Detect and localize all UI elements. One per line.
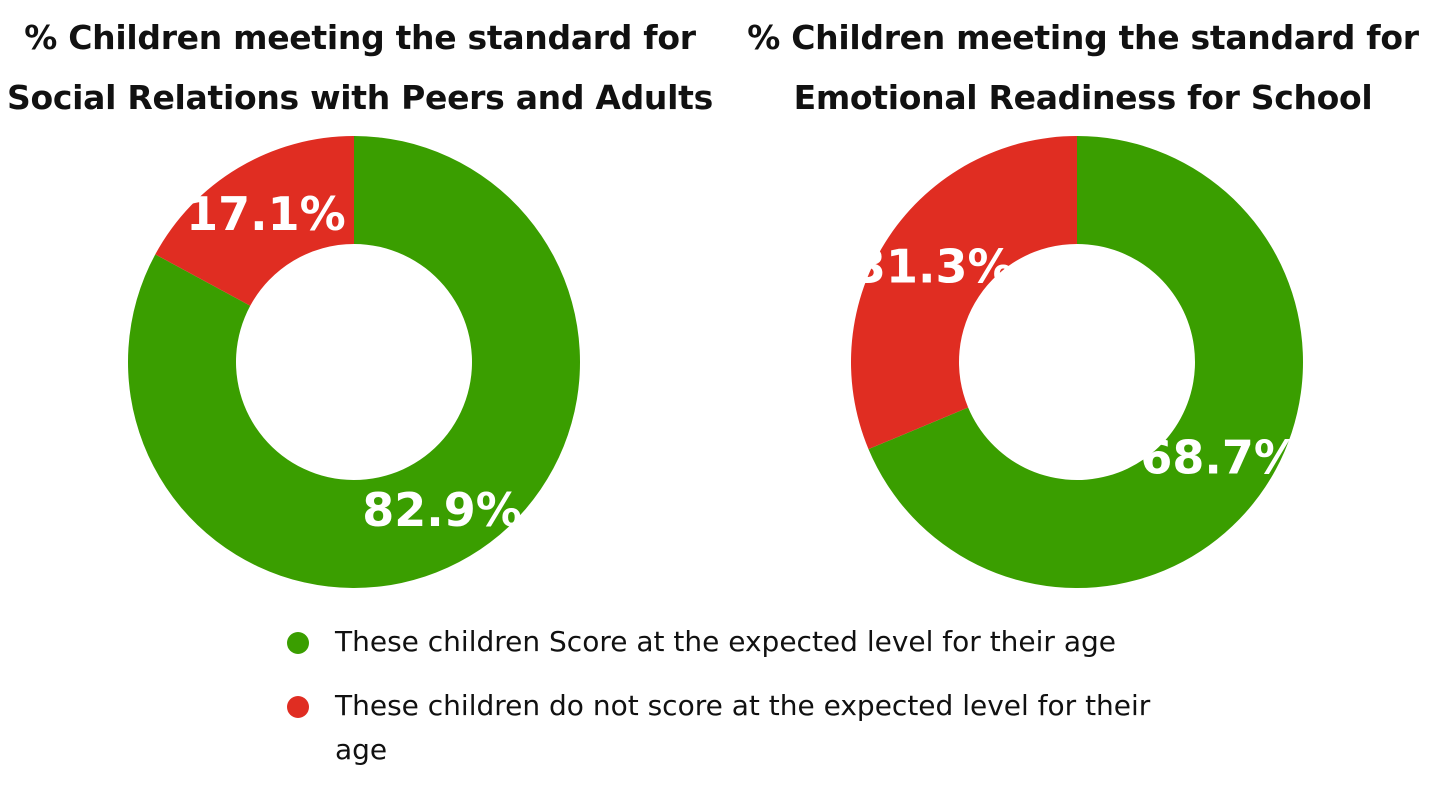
chart-title-line-1: % Children meeting the standard for [747,18,1419,57]
legend: These children Score at the expected lev… [285,620,1185,772]
donut-slice-not-meets [851,136,1077,450]
donut-slice-meets [868,136,1303,588]
legend-swatch-meets [287,632,309,654]
chart-social-relations: % Children meeting the standard for Soci… [0,0,720,600]
chart-title-line-2: Emotional Readiness for School [793,78,1373,117]
donut-slice-not-meets [155,136,354,306]
legend-item-not-meets: These children do not score at the expec… [285,684,1185,772]
slice-value-label: 17.1% [186,187,346,241]
legend-item-meets: These children Score at the expected lev… [285,620,1185,664]
slice-value-label: 82.9% [362,483,522,537]
donut-chart: 68.7% 31.3% [851,136,1303,588]
chart-title-line-2: Social Relations with Peers and Adults [7,78,713,117]
chart-emotional-readiness: % Children meeting the standard for Emot… [723,0,1443,600]
legend-swatch-not-meets [287,696,309,718]
legend-label: These children Score at the expected lev… [335,625,1117,658]
donut-slice-meets [127,136,580,588]
chart-title: % Children meeting the standard for Emot… [723,8,1443,128]
chart-title: % Children meeting the standard for Soci… [0,8,720,128]
donut-chart: 82.9% 17.1% [127,136,580,588]
slice-value-label: 68.7% [1140,430,1300,484]
slice-value-label: 31.3% [854,240,1014,294]
legend-label: These children do not score at the expec… [335,689,1151,766]
chart-title-line-1: % Children meeting the standard for [24,18,696,57]
